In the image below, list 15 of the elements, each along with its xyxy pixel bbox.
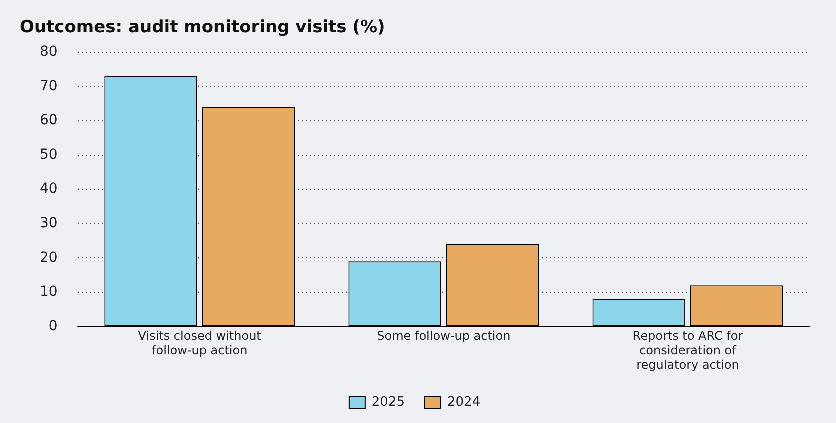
y-tick-label: 0 <box>48 318 58 334</box>
chart-title: Outcomes: audit monitoring visits (%) <box>20 18 386 38</box>
legend-label: 2025 <box>372 394 406 410</box>
y-tick-label: 50 <box>40 146 58 163</box>
y-tick-label: 20 <box>40 250 58 266</box>
x-tick-label: Visits closed without follow-up action <box>138 329 262 358</box>
y-tick-label: 40 <box>40 181 58 198</box>
y-tick-label: 30 <box>40 216 58 232</box>
y-tick-label: 80 <box>40 44 58 60</box>
y-tick-label: 70 <box>40 78 58 94</box>
legend-label: 2024 <box>448 394 481 410</box>
x-tick-label: Reports to ARC for consideration of regulatory action <box>632 329 744 372</box>
x-tick-label: Some follow-up action <box>377 329 511 344</box>
y-tick-label: 10 <box>40 284 58 300</box>
y-tick-label: 60 <box>40 112 58 129</box>
